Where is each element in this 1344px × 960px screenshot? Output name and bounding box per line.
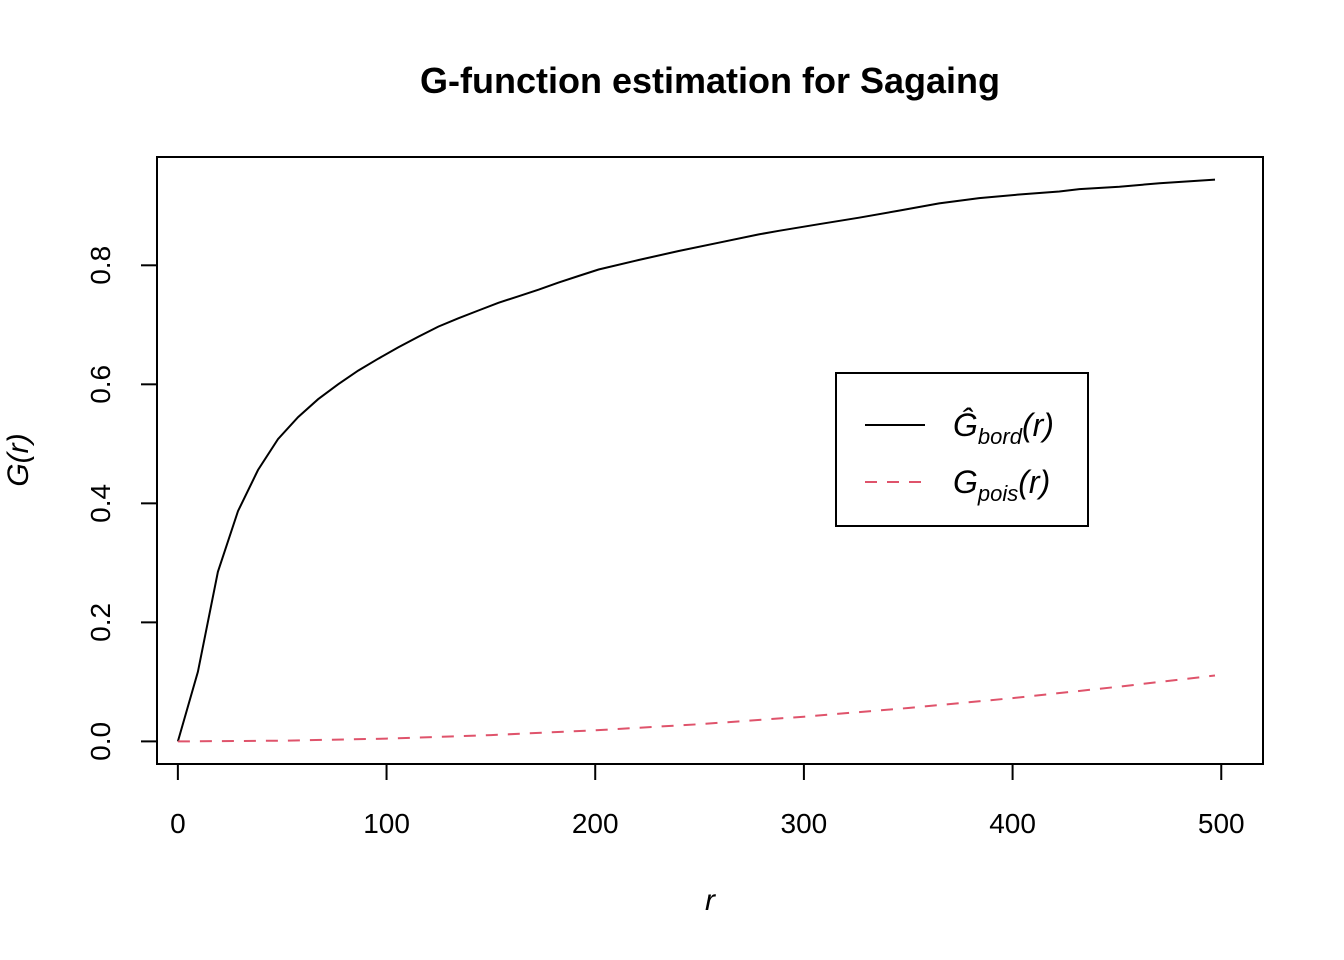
series-line-bord — [176, 178, 1216, 742]
x-tick-label: 0 — [170, 808, 186, 839]
y-tick-label: 0.0 — [85, 722, 116, 761]
x-tick-label: 300 — [781, 808, 828, 839]
plot-frame — [156, 156, 1264, 765]
x-axis-label: r — [705, 884, 716, 917]
legend-box — [835, 372, 1089, 527]
series-layer — [176, 178, 1216, 743]
chart-title: G-function estimation for Sagaing — [420, 60, 1000, 101]
y-tick-label: 0.6 — [85, 365, 116, 404]
y-tick-label: 0.2 — [85, 603, 116, 642]
x-tick-label: 100 — [363, 808, 410, 839]
x-tick-label: 200 — [572, 808, 619, 839]
y-tick-label: 0.8 — [85, 246, 116, 285]
series-line-pois — [177, 674, 1216, 743]
y-axis-label: G(r) — [2, 433, 35, 486]
x-tick-label: 500 — [1198, 808, 1245, 839]
x-tick-label: 400 — [989, 808, 1036, 839]
legend-label-pois: Gpois(r) — [953, 464, 1050, 506]
axes: 0 100 200 300 400 500 0.0 0.2 0.4 0.6 0.8 — [85, 246, 1245, 839]
legend: Ĝbord(r) Gpois(r) — [835, 372, 1089, 527]
legend-label-bord: Ĝbord(r) — [953, 407, 1054, 449]
y-tick-label: 0.4 — [85, 484, 116, 523]
